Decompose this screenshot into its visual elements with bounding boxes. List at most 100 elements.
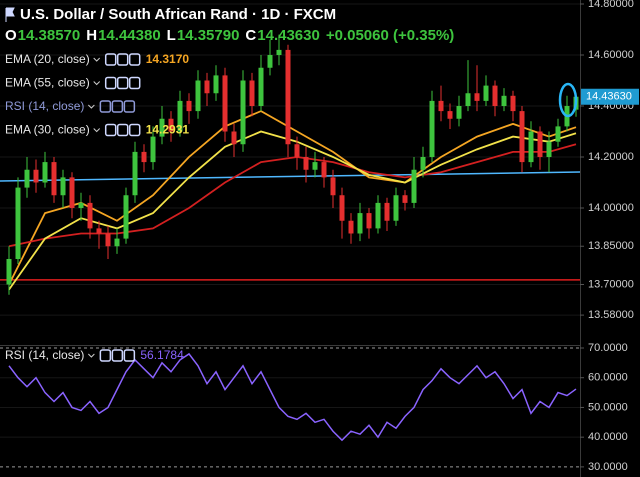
candle-body bbox=[285, 49, 291, 145]
legend-caret bbox=[93, 57, 101, 62]
candle-body bbox=[465, 93, 471, 106]
legend-button[interactable] bbox=[99, 349, 112, 362]
grid bbox=[0, 3, 584, 468]
candle-body bbox=[159, 118, 165, 137]
rsi-legend-label[interactable]: RSI (14, close) bbox=[5, 348, 84, 362]
candle-body bbox=[213, 75, 219, 94]
ohlc-letter: O bbox=[5, 27, 17, 44]
candle-body bbox=[222, 75, 228, 132]
candle-body bbox=[150, 136, 156, 163]
drawn-line bbox=[0, 171, 581, 182]
plot bbox=[6, 34, 579, 442]
candle-body bbox=[105, 233, 111, 247]
candle-body bbox=[114, 238, 120, 247]
legend-value: 14.3170 bbox=[146, 52, 190, 66]
candle-body bbox=[276, 49, 282, 56]
legend-button[interactable] bbox=[123, 349, 136, 362]
candle-body bbox=[267, 55, 273, 68]
ema-line bbox=[8, 110, 577, 285]
candle-body bbox=[258, 67, 264, 106]
candle-body bbox=[411, 169, 417, 203]
candle-body bbox=[6, 258, 12, 285]
candle-body bbox=[51, 162, 57, 196]
candle-body bbox=[420, 156, 426, 170]
candle-body bbox=[483, 85, 489, 101]
legend-button[interactable] bbox=[128, 76, 141, 90]
candle-body bbox=[375, 202, 381, 229]
highlight-ring bbox=[558, 82, 578, 118]
candle-body bbox=[186, 100, 192, 112]
candle-body bbox=[366, 213, 372, 229]
rsi-line bbox=[8, 352, 577, 442]
candle-body bbox=[303, 156, 309, 170]
y-tick-label: 30.0000 bbox=[588, 461, 628, 473]
y-tick-label: 14.60000 bbox=[588, 49, 634, 61]
candle-body bbox=[492, 85, 498, 106]
rsi-value: 56.1784 bbox=[140, 348, 184, 362]
legend-label[interactable]: RSI (14, close) bbox=[5, 99, 84, 113]
candle-body bbox=[330, 177, 336, 196]
y-tick-label: 14.00000 bbox=[588, 202, 634, 214]
candle-body bbox=[474, 93, 480, 101]
ohlc-value: 14.44380 bbox=[98, 27, 161, 44]
candle-body bbox=[429, 100, 435, 157]
candle-body bbox=[204, 80, 210, 94]
candle-body bbox=[537, 131, 543, 157]
ohlc-value: 14.43630 bbox=[257, 27, 320, 44]
legend-button[interactable] bbox=[99, 100, 112, 113]
legend-button[interactable] bbox=[116, 123, 129, 137]
ohlc-letter: C bbox=[245, 27, 256, 44]
candle-body bbox=[357, 213, 363, 234]
candle-body bbox=[528, 131, 534, 163]
candle-body bbox=[123, 195, 129, 239]
legend-button[interactable] bbox=[111, 349, 124, 362]
ohlc-value: 14.38570 bbox=[18, 27, 81, 44]
legend-button[interactable] bbox=[104, 123, 117, 137]
legend-button[interactable] bbox=[111, 100, 124, 113]
y-tick-label: 13.85000 bbox=[588, 240, 634, 252]
legend-button[interactable] bbox=[116, 53, 129, 66]
overlay: EMA (20, close) 14.3170 EMA (55, close) RSI… bbox=[5, 52, 189, 362]
candle-body bbox=[87, 202, 93, 229]
legend-button[interactable] bbox=[104, 76, 117, 90]
y-tick-label: 14.20000 bbox=[588, 151, 634, 163]
candle-body bbox=[339, 195, 345, 221]
y-tick-label: 13.70000 bbox=[588, 278, 634, 290]
price-change: +0.05060 (+0.35%) bbox=[326, 27, 454, 44]
candle-body bbox=[393, 195, 399, 221]
candle-body bbox=[510, 95, 516, 112]
candle-body bbox=[402, 195, 408, 203]
legend-value: 14.2931 bbox=[146, 123, 190, 137]
symbol-title: U.S. Dollar / South African Rand · 1D · … bbox=[20, 6, 336, 23]
legend-button[interactable] bbox=[116, 76, 129, 90]
legend-button[interactable] bbox=[123, 100, 136, 113]
legend-label[interactable]: EMA (30, close) bbox=[5, 123, 90, 137]
legend-label[interactable]: EMA (55, close) bbox=[5, 76, 90, 90]
candle-body bbox=[501, 95, 507, 106]
candle-body bbox=[231, 131, 237, 145]
legend-button[interactable] bbox=[128, 123, 141, 137]
candle-body bbox=[33, 169, 39, 183]
candle-body bbox=[168, 118, 174, 132]
candle-body bbox=[69, 177, 75, 208]
legend-caret bbox=[93, 128, 101, 133]
legend-button[interactable] bbox=[128, 53, 141, 66]
y-tick-label: 50.0000 bbox=[588, 401, 628, 413]
legend-caret bbox=[88, 353, 95, 358]
candle-body bbox=[42, 162, 48, 183]
ohlc-letter: L bbox=[167, 27, 176, 44]
ohlc-value: 14.35790 bbox=[177, 27, 240, 44]
candle-body bbox=[240, 80, 246, 145]
y-tick-label: 70.0000 bbox=[588, 342, 628, 354]
price-label: 14.43630 bbox=[586, 91, 632, 103]
candle-body bbox=[195, 80, 201, 112]
candle-body bbox=[546, 141, 552, 157]
legend-button[interactable] bbox=[104, 53, 117, 66]
candle-body bbox=[78, 202, 84, 208]
legend-caret bbox=[88, 104, 95, 109]
legend-label[interactable]: EMA (20, close) bbox=[5, 52, 90, 66]
y-tick-label: 60.0000 bbox=[588, 372, 628, 384]
y-tick-label: 13.58000 bbox=[588, 309, 634, 321]
